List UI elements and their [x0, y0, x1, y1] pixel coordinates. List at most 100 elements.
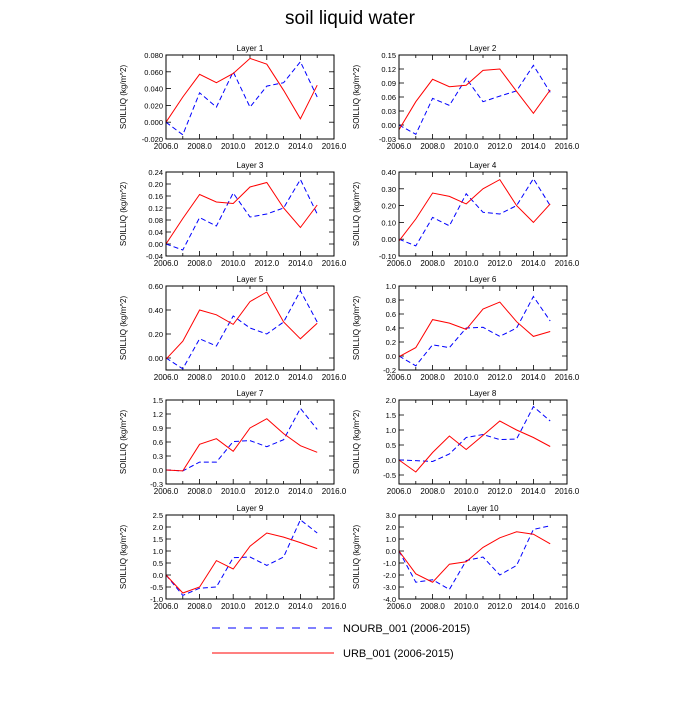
y-tick-label: 0.60: [148, 282, 163, 291]
y-tick-label: 0.12: [148, 204, 163, 213]
y-tick-label: 0.0: [386, 352, 396, 361]
y-tick-label: -0.04: [146, 252, 163, 261]
x-tick-label: 2014.0: [288, 259, 313, 268]
x-tick-label: 2010.0: [221, 142, 246, 151]
series-line-urb: [398, 301, 551, 358]
y-tick-label: 0.30: [381, 185, 396, 194]
y-tick-label: 1.0: [386, 426, 396, 435]
panel-frame: [165, 171, 335, 257]
y-tick-label: -0.03: [379, 135, 396, 144]
y-axis-label: SOILLIQ (kg/m^2): [119, 65, 128, 130]
y-axis-label: SOILLIQ (kg/m^2): [352, 296, 361, 361]
y-tick-label: 3.0: [386, 511, 396, 520]
x-tick-label: 2010.0: [221, 602, 246, 611]
y-tick-label: 0.40: [381, 168, 396, 177]
x-tick-label: 2016.0: [555, 142, 580, 151]
y-tick-label: 0.0: [386, 547, 396, 556]
x-tick-label: 2006.0: [387, 602, 412, 611]
y-tick-label: 1.0: [386, 282, 396, 291]
series-line-urb: [398, 68, 551, 130]
series-line-urb: [165, 57, 318, 123]
x-tick-label: 2006.0: [387, 259, 412, 268]
y-axis-label: SOILLIQ (kg/m^2): [119, 296, 128, 361]
y-tick-label: -2.0: [383, 571, 396, 580]
x-tick-label: 2010.0: [454, 142, 479, 151]
x-tick-label: 2014.0: [288, 142, 313, 151]
x-tick-label: 2008.0: [187, 487, 212, 496]
series-line-nourb: [165, 407, 318, 472]
x-tick-label: 2008.0: [420, 259, 445, 268]
y-tick-label: 0.6: [386, 310, 396, 319]
x-tick-label: 2012.0: [255, 373, 280, 382]
x-tick-label: 2008.0: [187, 602, 212, 611]
x-tick-label: 2010.0: [221, 487, 246, 496]
x-tick-label: 2014.0: [288, 373, 313, 382]
x-tick-label: 2016.0: [322, 142, 347, 151]
legend-label: URB_001 (2006-2015): [343, 648, 454, 660]
y-tick-label: 1.0: [386, 535, 396, 544]
series-line-nourb: [165, 60, 318, 136]
panel-title: Layer 8: [470, 389, 497, 398]
x-tick-label: 2014.0: [521, 373, 546, 382]
x-tick-label: 2014.0: [288, 487, 313, 496]
x-tick-label: 2012.0: [255, 142, 280, 151]
x-tick-label: 2014.0: [521, 259, 546, 268]
x-tick-label: 2014.0: [288, 602, 313, 611]
panel-title: Layer 10: [467, 504, 499, 513]
x-tick-label: 2016.0: [555, 259, 580, 268]
x-tick-label: 2012.0: [255, 602, 280, 611]
y-tick-label: 0.6: [153, 438, 163, 447]
x-tick-label: 2016.0: [322, 259, 347, 268]
y-tick-label: 2.0: [386, 523, 396, 532]
y-tick-label: 0.5: [153, 559, 163, 568]
y-tick-label: -0.5: [383, 471, 396, 480]
series-line-nourb: [398, 177, 551, 247]
panel-frame: [165, 514, 335, 600]
series-line-urb: [165, 291, 318, 360]
x-tick-label: 2016.0: [555, 487, 580, 496]
y-axis-label: SOILLIQ (kg/m^2): [119, 525, 128, 590]
y-tick-label: 0.24: [148, 168, 163, 177]
x-tick-label: 2014.0: [521, 142, 546, 151]
y-tick-label: -0.020: [142, 135, 163, 144]
y-tick-label: 0.0: [386, 456, 396, 465]
y-tick-label: -0.10: [379, 252, 396, 261]
panel-frame: [398, 171, 568, 257]
y-axis-label: SOILLIQ (kg/m^2): [352, 410, 361, 475]
y-tick-label: 0.00: [148, 240, 163, 249]
series-line-nourb: [398, 64, 551, 135]
x-tick-label: 2008.0: [187, 373, 212, 382]
series-line-nourb: [398, 295, 551, 367]
panel-frame: [398, 54, 568, 140]
series-line-urb: [398, 420, 551, 473]
y-tick-label: 1.5: [386, 411, 396, 420]
x-tick-label: 2006.0: [154, 487, 179, 496]
y-tick-label: 0.08: [148, 216, 163, 225]
series-line-nourb: [165, 178, 318, 251]
figure-title: soil liquid water: [285, 8, 415, 29]
y-tick-label: 2.0: [386, 396, 396, 405]
y-tick-label: 0.10: [381, 218, 396, 227]
x-tick-label: 2008.0: [187, 142, 212, 151]
y-axis-label: SOILLIQ (kg/m^2): [119, 182, 128, 247]
y-axis-label: SOILLIQ (kg/m^2): [352, 182, 361, 247]
y-tick-label: 0.3: [153, 452, 163, 461]
y-axis-label: SOILLIQ (kg/m^2): [119, 410, 128, 475]
panel-title: Layer 4: [470, 161, 497, 170]
x-tick-label: 2010.0: [454, 259, 479, 268]
x-tick-label: 2016.0: [322, 602, 347, 611]
x-tick-label: 2006.0: [154, 259, 179, 268]
y-tick-label: 0.2: [386, 338, 396, 347]
y-tick-label: 0.40: [148, 306, 163, 315]
y-tick-label: -1.0: [150, 595, 163, 604]
y-tick-label: 0.060: [144, 68, 163, 77]
panel-title: Layer 2: [470, 44, 497, 53]
x-tick-label: 2006.0: [387, 487, 412, 496]
panel-title: Layer 3: [237, 161, 264, 170]
y-tick-label: -0.2: [383, 366, 396, 375]
y-tick-label: 2.5: [153, 511, 163, 520]
y-tick-label: 1.5: [153, 396, 163, 405]
x-tick-label: 2016.0: [555, 602, 580, 611]
y-tick-label: 2.0: [153, 523, 163, 532]
panel-title: Layer 5: [237, 275, 264, 284]
